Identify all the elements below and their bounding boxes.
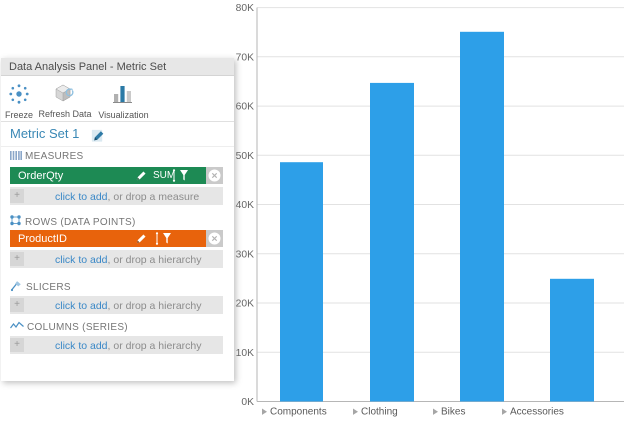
svg-text:70K: 70K bbox=[236, 52, 254, 63]
svg-text:10K: 10K bbox=[236, 348, 254, 359]
svg-text:Accessories: Accessories bbox=[510, 407, 564, 418]
svg-text:80K: 80K bbox=[236, 3, 254, 14]
svg-text:40K: 40K bbox=[236, 200, 254, 211]
svg-text:0K: 0K bbox=[241, 397, 254, 408]
svg-text:20K: 20K bbox=[236, 299, 254, 310]
svg-text:Bikes: Bikes bbox=[441, 407, 465, 418]
svg-text:30K: 30K bbox=[236, 249, 254, 260]
svg-text:50K: 50K bbox=[236, 151, 254, 162]
svg-text:Clothing: Clothing bbox=[361, 407, 398, 418]
svg-text:60K: 60K bbox=[236, 102, 254, 113]
svg-text:Components: Components bbox=[270, 407, 327, 418]
